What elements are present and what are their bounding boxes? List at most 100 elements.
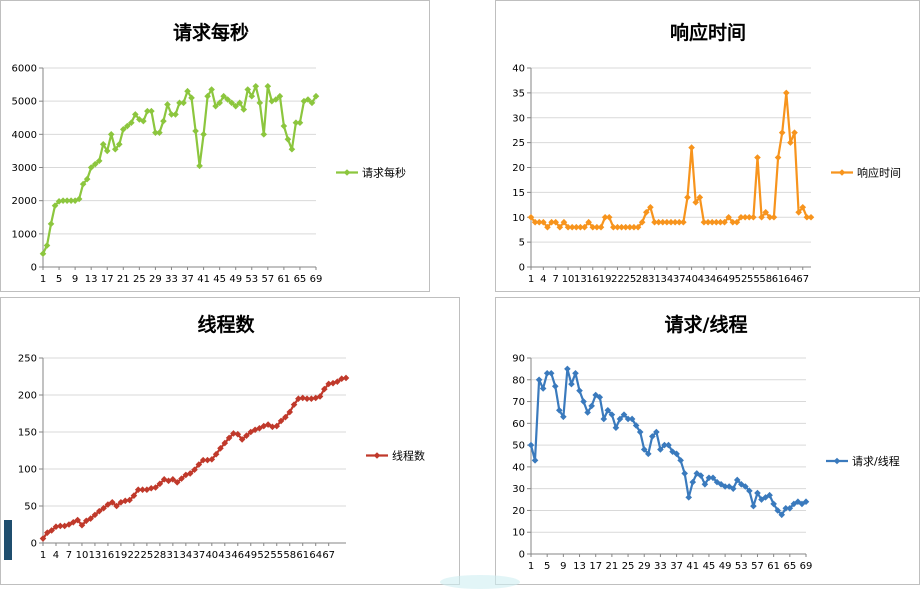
requests-per-thread-x-tick-label: 45 [703, 561, 716, 572]
thread-count-data-point [126, 496, 133, 504]
thread-count-data-point [165, 477, 172, 485]
response-time-x-tick-label: 10 [562, 274, 575, 285]
requests-per-second-x-tick-label: 49 [229, 274, 242, 285]
requests-per-thread-x-tick-label: 21 [606, 561, 619, 572]
requests-per-thread-x-tick-label: 61 [767, 561, 780, 572]
requests-per-second-data-point [220, 92, 227, 100]
thread-count-data-point [57, 522, 64, 530]
thread-count-x-tick-label: 25 [141, 550, 154, 561]
thread-count-data-point [230, 430, 237, 437]
requests-per-thread-y-tick-label: 90 [512, 354, 525, 365]
requests-per-thread-x-tick-label: 9 [560, 561, 566, 572]
response-time-y-tick-label: 20 [512, 163, 525, 174]
response-time-data-point [601, 213, 609, 221]
thread-count-data-point [44, 529, 51, 536]
response-time-data-point [655, 218, 662, 226]
response-time-x-tick-label: 25 [623, 274, 636, 285]
requests-per-thread-x-tick-label: 49 [719, 561, 732, 572]
requests-per-second-x-tick-label: 57 [261, 274, 274, 285]
requests-per-thread-x-tick-label: 33 [654, 561, 667, 572]
requests-per-thread-y-tick-label: 0 [519, 550, 525, 561]
thread-count-y-tick-label: 50 [24, 502, 37, 513]
thread-count-x-tick-label: 43 [218, 550, 231, 561]
response-time-data-point [754, 154, 761, 161]
thread-count-data-point [104, 501, 112, 508]
requests-per-second-y-tick-label: 4000 [12, 130, 37, 141]
requests-per-second-data-point [216, 99, 223, 107]
requests-per-second-data-point [87, 164, 95, 171]
requests-per-second-data-point [115, 140, 123, 148]
thread-count-data-point [108, 499, 116, 506]
requests-per-second-data-point [168, 111, 175, 118]
thread-count-x-tick-label: 16 [102, 550, 115, 561]
requests-per-thread-legend-label: 请求/线程 [852, 454, 900, 468]
requests-per-second-data-point [103, 147, 111, 155]
response-time-x-tick-label: 13 [574, 274, 587, 285]
requests-per-second-x-tick-label: 65 [294, 274, 307, 285]
requests-per-second-data-point [192, 127, 199, 135]
requests-per-second-data-point [111, 145, 119, 153]
requests-per-thread-x-tick-label: 5 [544, 561, 550, 572]
requests-per-thread-data-point [580, 398, 587, 405]
requests-per-thread-data-point [636, 428, 644, 436]
requests-per-second-data-point [136, 116, 143, 123]
response-time-title: 响应时间 [670, 21, 746, 44]
response-time-data-point [589, 223, 597, 231]
requests-per-second-x-tick-label: 21 [117, 274, 130, 285]
requests-per-thread-title: 请求/线程 [665, 313, 748, 336]
response-time-data-point [605, 213, 613, 221]
requests-per-thread-data-point [758, 496, 765, 503]
requests-per-second-x-tick-label: 1 [40, 274, 46, 285]
response-time-x-tick-label: 46 [710, 274, 723, 285]
thread-count-data-point [74, 516, 81, 524]
requests-per-thread-y-tick-label: 60 [512, 419, 525, 430]
response-time-y-tick-label: 40 [512, 64, 525, 75]
requests-per-thread-data-point [737, 481, 745, 488]
requests-per-thread-x-tick-label: 29 [638, 561, 651, 572]
response-time-data-point [762, 208, 770, 216]
requests-per-thread-data-point [588, 402, 595, 410]
response-time-data-point [750, 213, 757, 221]
requests-per-second-data-point [280, 122, 288, 130]
requests-per-thread-data-point [600, 415, 608, 423]
requests-per-second-data-point [292, 119, 300, 127]
requests-per-thread-data-point [725, 483, 733, 490]
requests-per-thread-y-tick-label: 80 [512, 375, 525, 386]
thread-count-data-point [48, 527, 55, 534]
requests-per-second-data-point [140, 117, 147, 125]
requests-per-second-data-point [240, 106, 248, 113]
requests-per-second-data-point [79, 180, 87, 188]
response-time-data-point [803, 213, 811, 221]
requests-per-thread-x-tick-label: 65 [783, 561, 796, 572]
requests-per-second-data-point [124, 122, 131, 130]
requests-per-second-x-tick-label: 17 [101, 274, 114, 285]
response-time-x-tick-label: 7 [553, 274, 559, 285]
requests-per-second-data-point [75, 195, 83, 203]
response-time-data-point [647, 204, 654, 211]
response-time-data-point [712, 218, 720, 226]
decorative-bar [4, 520, 12, 560]
requests-per-thread-x-tick-label: 17 [589, 561, 602, 572]
response-time-data-point [531, 218, 539, 226]
response-time-data-point [770, 213, 778, 221]
response-time-x-tick-label: 52 [735, 274, 748, 285]
thread-count-x-tick-label: 13 [89, 550, 102, 561]
response-time-y-tick-label: 30 [512, 113, 525, 124]
requests-per-second-x-tick-label: 61 [278, 274, 291, 285]
response-time-data-point [610, 223, 617, 231]
thread-count-data-point [204, 456, 211, 464]
thread-count-x-tick-label: 61 [296, 550, 309, 561]
thread-count-data-point [290, 401, 298, 408]
thread-count-data-point [334, 378, 341, 385]
requests-per-thread-x-tick-label: 13 [573, 561, 586, 572]
requests-per-second-data-point [71, 197, 79, 204]
requests-per-second-data-point [288, 145, 296, 153]
thread-count-data-point [169, 476, 177, 483]
requests-per-second-data-point [312, 92, 320, 100]
requests-per-thread-data-point [628, 415, 636, 423]
response-time-legend-marker [838, 169, 846, 176]
requests-per-thread-data-point [681, 470, 688, 477]
response-time-data-point [729, 218, 737, 226]
thread-count-x-tick-label: 28 [154, 550, 167, 561]
